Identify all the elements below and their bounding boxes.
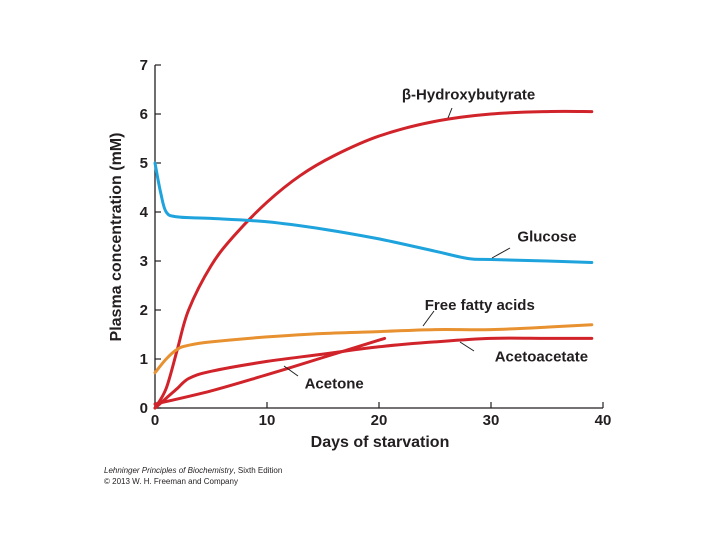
y-tick-label: 0 [140,400,148,417]
series-lines [153,109,594,410]
book-title: Lehninger Principles of Biochemistry [104,466,234,475]
series-line-acetone [153,336,387,406]
label-leader-line [422,310,435,327]
series-line-free-fatty-acids [153,323,594,375]
x-axis-title: Days of starvation [311,434,450,451]
series-label-glucose: Glucose [517,228,576,245]
y-tick-label: 6 [140,106,148,123]
axes: 0 1 2 3 4 5 6 7 0 10 20 30 40 [140,57,612,429]
series-label-hydroxybutyrate: β-Hydroxybutyrate [402,86,535,103]
series-line-acetoacetate [153,336,594,410]
series-line-glucose [153,161,594,264]
y-tick-label: 3 [140,253,148,270]
y-tick-label: 4 [140,204,149,221]
x-tick-label: 40 [595,412,612,429]
label-leader-line [459,341,475,352]
series-labels: β-Hydroxybutyrate Glucose Free fatty acids… [283,86,588,392]
y-tick-label: 7 [140,57,148,74]
y-tick-label: 2 [140,302,148,319]
credit-line-2: © 2013 W. H. Freeman and Company [104,477,238,486]
label-leader-line [447,107,453,119]
series-label-acetoacetate: Acetoacetate [495,348,588,365]
x-tick-label: 20 [371,412,388,429]
book-edition: , Sixth Edition [233,466,283,475]
label-leader-line [283,365,299,377]
y-tick-label: 5 [140,155,148,172]
series-label-acetone: Acetone [305,375,364,392]
y-axis-title: Plasma concentration (mM) [108,133,125,342]
x-tick-label: 30 [483,412,500,429]
y-tick-label: 1 [140,351,148,368]
series-label-free-fatty-acids: Free fatty acids [425,297,535,314]
series-line-hydroxybutyrate [153,109,594,410]
x-tick-label: 10 [259,412,276,429]
label-leader-line [491,247,511,259]
x-tick-label: 0 [151,412,159,429]
credit-line-1: Lehninger Principles of Biochemistry, Si… [104,466,282,475]
